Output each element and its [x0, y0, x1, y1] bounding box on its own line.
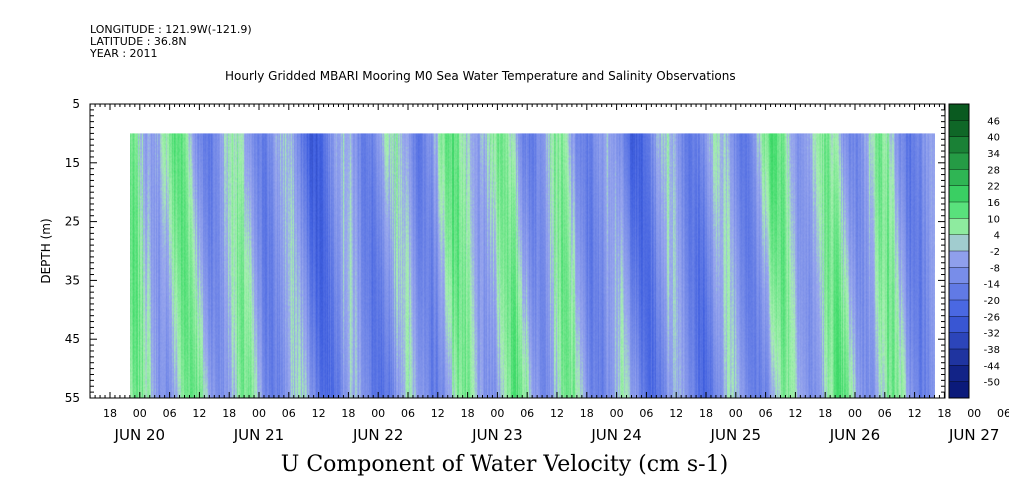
colorbar-label: -32	[984, 329, 1000, 340]
x-hour-label: 06	[401, 407, 415, 420]
x-hour-label: 18	[222, 407, 236, 420]
x-hour-label: 00	[133, 407, 147, 420]
x-hour-label: 18	[341, 407, 355, 420]
x-hour-label: 06	[759, 407, 773, 420]
colorbar-label: -20	[984, 296, 1000, 307]
colorbar-label: 28	[987, 165, 1000, 176]
colorbar-swatch	[949, 185, 969, 203]
colorbar-swatch	[949, 234, 969, 252]
y-tick-label: 35	[65, 273, 80, 287]
colorbar-label: -2	[990, 247, 1000, 258]
colorbar-swatch	[949, 332, 969, 350]
x-day-label: JUN 26	[829, 426, 880, 444]
latitude-label: LATITUDE : 36.8N	[90, 35, 187, 48]
x-hour-label: 00	[490, 407, 504, 420]
y-axis-label: DEPTH (m)	[39, 218, 53, 283]
x-hour-label: 12	[550, 407, 564, 420]
colorbar-swatch	[949, 251, 969, 268]
y-tick-label: 15	[65, 156, 80, 170]
colorbar-label: 40	[987, 133, 1000, 144]
x-day-label: JUN 24	[590, 426, 641, 444]
colorbar-swatch	[949, 136, 969, 154]
x-hour-label: 18	[461, 407, 475, 420]
x-hour-label: 18	[937, 407, 951, 420]
x-day-label: JUN 27	[948, 426, 999, 444]
colorbar-label: -14	[984, 280, 1000, 291]
x-hour-label: 00	[610, 407, 624, 420]
x-hour-label: 06	[878, 407, 892, 420]
colorbar-label: 34	[987, 149, 1000, 160]
x-hour-label: 12	[431, 407, 445, 420]
year-label: YEAR : 2011	[90, 47, 158, 60]
x-day-label: JUN 21	[233, 426, 284, 444]
x-hour-label: 12	[192, 407, 206, 420]
variable-label: U Component of Water Velocity (cm s-1)	[280, 452, 729, 477]
y-tick-label: 45	[65, 332, 80, 346]
x-hour-label: 06	[163, 407, 177, 420]
colorbar-label: -38	[984, 345, 1000, 356]
colorbar-swatch	[949, 316, 969, 334]
colorbar-label: -26	[984, 312, 1000, 323]
x-day-label: JUN 22	[352, 426, 403, 444]
x-day-label: JUN 23	[471, 426, 522, 444]
y-tick-label: 25	[65, 215, 80, 229]
x-hour-label: 06	[997, 407, 1009, 420]
colorbar-swatch	[949, 381, 969, 399]
x-hour-label: 00	[371, 407, 385, 420]
x-hour-label: 00	[848, 407, 862, 420]
y-tick-label: 5	[72, 97, 80, 111]
colorbar-label: 10	[987, 214, 1000, 225]
x-hour-label: 12	[908, 407, 922, 420]
colorbar-swatch	[949, 104, 969, 121]
colorbar-swatch	[949, 202, 969, 219]
colorbar-label: 22	[987, 182, 1000, 193]
x-hour-label: 18	[580, 407, 594, 420]
x-hour-label: 12	[312, 407, 326, 420]
x-hour-label: 00	[967, 407, 981, 420]
x-hour-label: 06	[282, 407, 296, 420]
x-hour-label: 00	[252, 407, 266, 420]
y-tick-label: 55	[65, 391, 80, 405]
x-hour-label: 12	[669, 407, 683, 420]
x-hour-label: 18	[103, 407, 117, 420]
heatmap-field	[130, 133, 935, 399]
colorbar-label: 16	[987, 198, 1000, 209]
colorbar-swatch	[949, 283, 969, 301]
colorbar-label: 46	[987, 116, 1000, 127]
x-hour-label: 18	[818, 407, 832, 420]
x-hour-label: 18	[699, 407, 713, 420]
colorbar-label: -8	[990, 263, 1000, 274]
colorbar-swatch	[949, 300, 969, 317]
x-hour-label: 12	[788, 407, 802, 420]
colorbar-swatch	[949, 218, 969, 236]
x-hour-label: 06	[520, 407, 534, 420]
chart-title: Hourly Gridded MBARI Mooring M0 Sea Wate…	[225, 69, 736, 83]
colorbar-swatch	[949, 365, 969, 383]
x-hour-label: 00	[729, 407, 743, 420]
x-hour-label: 06	[639, 407, 653, 420]
colorbar-label: -44	[984, 361, 1000, 372]
x-day-label: JUN 25	[710, 426, 761, 444]
longitude-label: LONGITUDE : 121.9W(-121.9)	[90, 23, 252, 36]
colorbar-swatch	[949, 349, 969, 366]
colorbar-swatch	[949, 169, 969, 187]
colorbar-swatch	[949, 267, 969, 285]
x-day-label: JUN 20	[114, 426, 165, 444]
colorbar-swatch	[949, 120, 969, 138]
colorbar-label: 4	[994, 231, 1000, 242]
colorbar-swatch	[949, 153, 969, 170]
colorbar-label: -50	[984, 378, 1000, 389]
